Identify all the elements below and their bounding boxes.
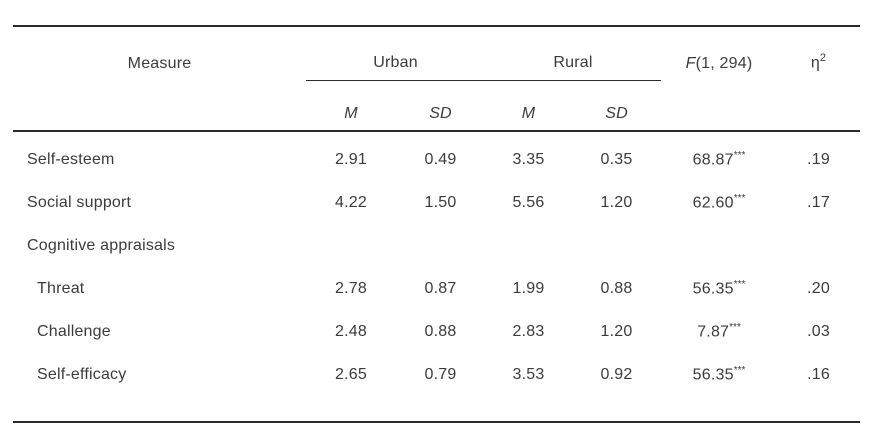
urban-mean-cell: 2.91 — [335, 150, 367, 168]
significance-stars: *** — [733, 192, 746, 204]
table-row: Self-esteem 2.91 0.49 3.35 0.35 68.87***… — [13, 138, 860, 181]
table-row: Challenge 2.48 0.88 2.83 1.20 7.87*** .0… — [13, 310, 860, 353]
f-degrees-of-freedom: (1, 294) — [695, 54, 753, 72]
eta-squared-cell: .19 — [807, 150, 830, 168]
rural-mean-cell — [485, 224, 572, 267]
table-row: Cognitive appraisals — [13, 224, 860, 267]
rural-mean-cell: 3.35 — [512, 150, 545, 168]
column-header-measure: Measure — [13, 25, 306, 81]
urban-sd-cell — [396, 224, 485, 267]
eta-symbol: η — [810, 54, 820, 72]
f-value-cell — [661, 224, 777, 267]
significance-stars: *** — [729, 321, 741, 333]
f-value: 68.87 — [692, 151, 734, 169]
spacer-row — [13, 131, 860, 138]
measure-cell: Self-esteem — [27, 150, 115, 168]
eta-squared-cell: .17 — [807, 193, 830, 211]
measure-cell: Challenge — [37, 322, 111, 340]
urban-mean-cell — [306, 224, 396, 267]
significance-stars: *** — [733, 278, 746, 290]
f-value-cell: 56.35*** — [661, 353, 777, 396]
urban-mean-cell: 2.65 — [335, 365, 367, 383]
significance-stars: *** — [733, 149, 746, 161]
rural-sd-cell: 1.20 — [600, 193, 633, 211]
table-body: Self-esteem 2.91 0.49 3.35 0.35 68.87***… — [13, 131, 860, 396]
eta-squared-cell: .16 — [807, 365, 830, 383]
rural-mean-cell: 3.53 — [512, 365, 545, 383]
urban-mean-cell: 4.22 — [335, 193, 367, 211]
bottom-rule-cell — [13, 396, 861, 423]
f-value: 56.35 — [692, 366, 734, 384]
f-value-cell: 62.60*** — [661, 181, 777, 224]
table-row: Social support 4.22 1.50 5.56 1.20 62.60… — [13, 181, 860, 224]
rural-sd-cell: 1.20 — [600, 322, 633, 340]
eta-squared-cell: .20 — [807, 279, 830, 297]
f-value-cell: 56.35*** — [661, 267, 777, 310]
anova-results-table-wrap: Measure Urban Rural F(1, 294) η2 M SD M … — [13, 25, 861, 423]
anova-results-table: Measure Urban Rural F(1, 294) η2 M SD M … — [13, 25, 861, 423]
rural-mean-cell: 5.56 — [512, 193, 545, 211]
empty-header-cell — [661, 80, 778, 132]
rural-sd-cell: 0.92 — [600, 365, 633, 383]
empty-header-cell — [13, 80, 306, 132]
rural-sd-cell: 0.88 — [600, 279, 633, 297]
stat-header-row: M SD M SD — [13, 80, 861, 132]
measure-cell: Social support — [27, 193, 132, 211]
measure-cell: Threat — [37, 279, 85, 297]
rural-sd-header: SD — [572, 80, 662, 132]
column-header-f-statistic: F(1, 294) — [661, 25, 778, 81]
urban-mean-cell: 2.78 — [335, 279, 367, 297]
column-group-rural: Rural — [485, 25, 662, 81]
f-value-cell: 68.87*** — [661, 138, 777, 181]
eta-squared-cell: .03 — [807, 322, 830, 340]
table-row: Threat 2.78 0.87 1.99 0.88 56.35*** .20 — [13, 267, 860, 310]
urban-mean-header: M — [306, 80, 396, 132]
measure-cell: Cognitive appraisals — [27, 236, 176, 254]
f-value: 7.87 — [697, 323, 730, 341]
f-symbol: F — [685, 54, 696, 72]
table-footer — [13, 396, 861, 423]
column-header-eta-squared: η2 — [777, 25, 861, 81]
f-value: 62.60 — [692, 194, 734, 212]
f-value: 56.35 — [692, 280, 734, 298]
eta-exponent: 2 — [819, 52, 827, 65]
rural-sd-cell — [572, 224, 661, 267]
empty-header-cell — [777, 80, 861, 132]
rural-mean-cell: 2.83 — [512, 322, 545, 340]
bottom-rule-row — [13, 396, 861, 423]
significance-stars: *** — [733, 364, 746, 376]
group-header-row: Measure Urban Rural F(1, 294) η2 — [13, 25, 861, 81]
rural-mean-header: M — [485, 80, 573, 132]
table-header: Measure Urban Rural F(1, 294) η2 M SD M … — [13, 25, 861, 132]
table-row: Self-efficacy 2.65 0.79 3.53 0.92 56.35*… — [13, 353, 860, 396]
rural-sd-cell: 0.35 — [600, 150, 633, 168]
urban-sd-cell: 0.87 — [424, 279, 457, 297]
urban-sd-cell: 0.49 — [424, 150, 457, 168]
f-value-cell: 7.87*** — [661, 310, 777, 353]
measure-cell: Self-efficacy — [37, 365, 127, 383]
urban-sd-cell: 0.79 — [424, 365, 457, 383]
urban-sd-cell: 1.50 — [424, 193, 457, 211]
column-group-urban: Urban — [306, 25, 486, 81]
spacer-cell — [13, 131, 860, 138]
urban-sd-cell: 0.88 — [424, 322, 457, 340]
eta-squared-cell — [777, 224, 860, 267]
rural-mean-cell: 1.99 — [512, 279, 545, 297]
urban-mean-cell: 2.48 — [335, 322, 367, 340]
urban-sd-header: SD — [396, 80, 486, 132]
